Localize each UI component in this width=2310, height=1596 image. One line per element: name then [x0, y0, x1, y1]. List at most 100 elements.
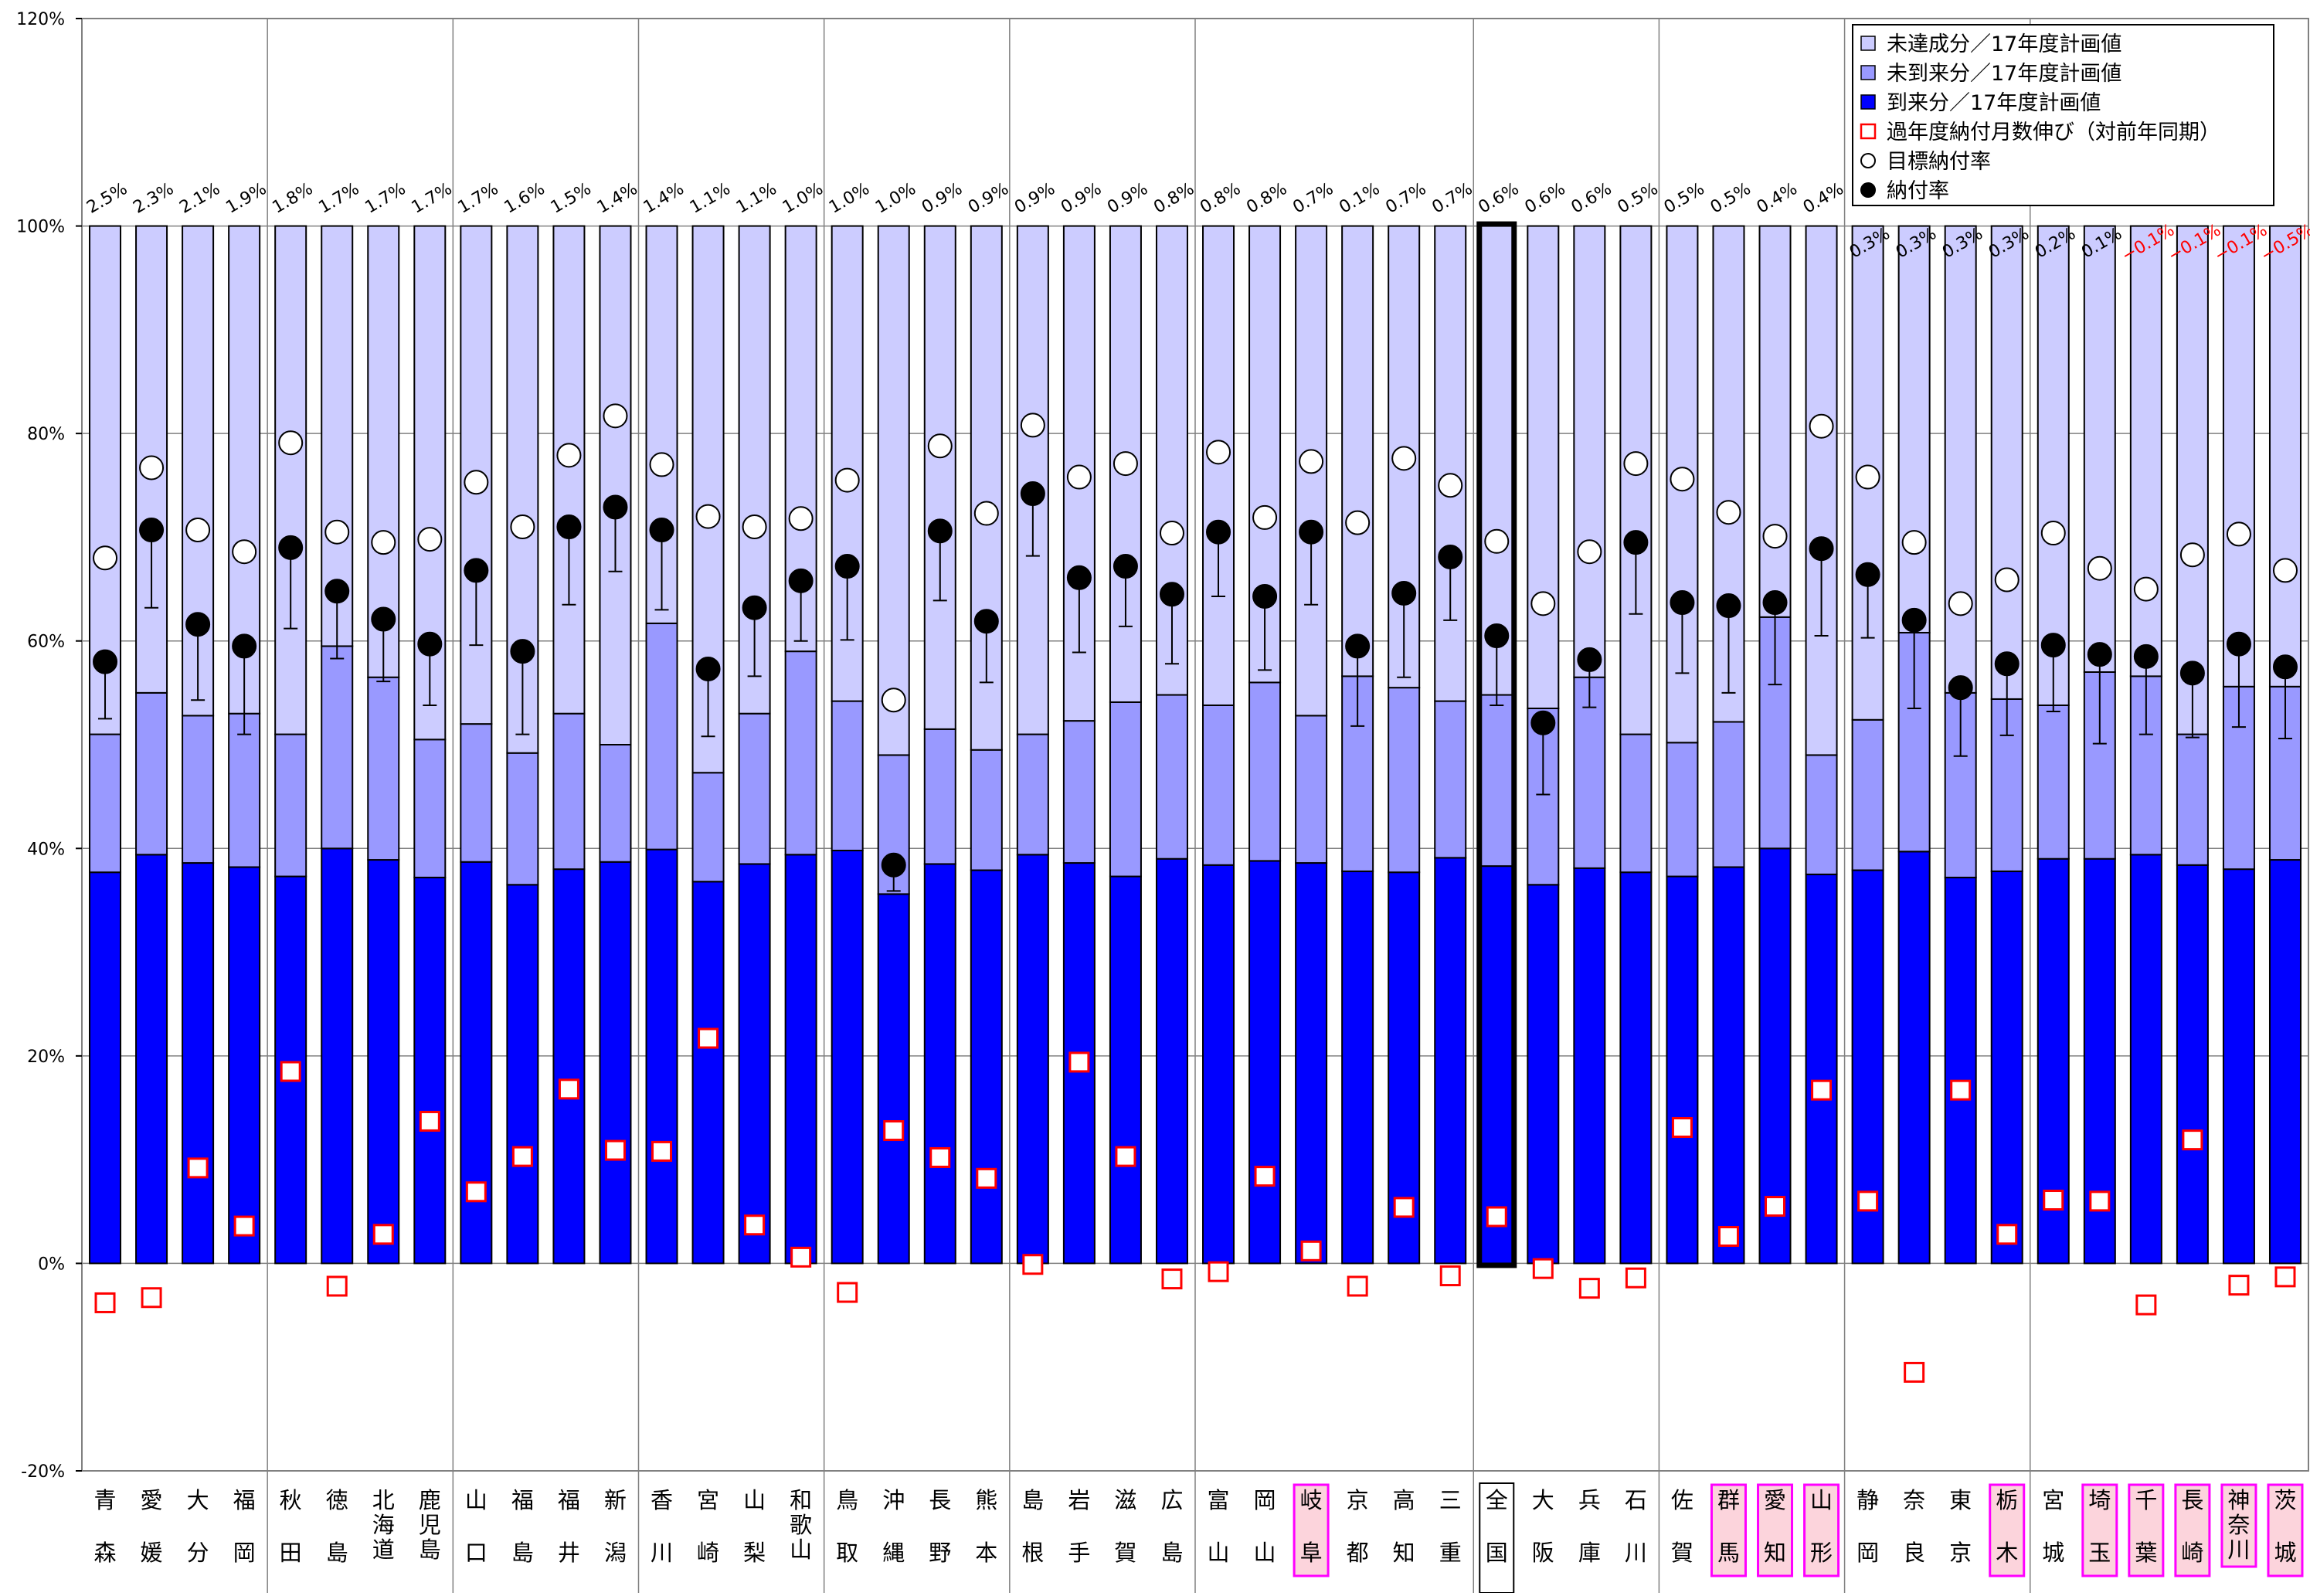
target-rate-point	[1762, 524, 1788, 549]
bar-not-yet-due	[1619, 733, 1653, 874]
past-year-growth-point	[790, 1246, 812, 1268]
target-rate-point	[1948, 591, 1973, 616]
category-label: 山	[1208, 1540, 1230, 1566]
target-rate-point	[556, 443, 582, 468]
target-rate-point	[2226, 521, 2251, 547]
bar-not-yet-due	[506, 752, 539, 886]
bar-not-achieved	[2176, 225, 2209, 735]
payment-rate-point	[2040, 633, 2066, 658]
category-label: 島	[1160, 1540, 1183, 1566]
target-rate-point	[1809, 413, 1834, 439]
bar-not-yet-due	[1434, 700, 1467, 859]
target-rate-point	[788, 506, 814, 531]
category-label: 秋	[280, 1487, 302, 1513]
category-label: 城	[2042, 1540, 2064, 1566]
bar-arrived	[1619, 871, 1653, 1265]
payment-rate-point	[1438, 544, 1463, 569]
payment-rate-point	[834, 554, 860, 579]
target-rate-point	[927, 433, 953, 459]
category-label: 山	[743, 1487, 766, 1513]
bar-not-achieved	[2129, 225, 2162, 677]
bar-arrived	[831, 849, 864, 1265]
y-tick-label: 80%	[27, 425, 65, 444]
bar-not-yet-due	[970, 749, 1003, 871]
past-year-growth-point	[1578, 1278, 1600, 1299]
category-label: 東	[1949, 1487, 1972, 1513]
category-label: 縄	[882, 1540, 905, 1566]
category-label: 島	[511, 1540, 534, 1566]
category-highlight	[2081, 1483, 2118, 1577]
legend-swatch	[1860, 36, 1876, 51]
bar-arrived	[228, 866, 261, 1265]
target-rate-point	[1716, 500, 1741, 525]
past-year-growth-point	[1811, 1079, 1833, 1101]
bar-arrived	[1527, 884, 1560, 1265]
category-label: 玉	[2088, 1540, 2111, 1566]
bar-not-achieved	[1758, 225, 1792, 618]
category-label: 岡	[1254, 1487, 1276, 1513]
target-rate-point	[973, 501, 999, 526]
payment-rate-point	[2179, 660, 2205, 686]
past-year-growth-point	[651, 1140, 673, 1162]
category-label: 取	[836, 1540, 858, 1566]
category-label: 滋	[1114, 1487, 1136, 1513]
bar-not-yet-due	[1480, 694, 1513, 868]
past-year-growth-point	[698, 1027, 719, 1049]
category-label: 重	[1439, 1540, 1462, 1566]
category-label: 愛	[141, 1487, 163, 1513]
bar-not-yet-due	[645, 622, 678, 851]
target-rate-point	[1484, 528, 1510, 554]
target-rate-point	[1623, 451, 1649, 477]
target-rate-point	[1066, 464, 1092, 490]
category-label: 青	[94, 1487, 117, 1513]
category-label: 田	[280, 1540, 302, 1566]
bar-not-yet-due	[1666, 742, 1699, 878]
category-highlight	[1803, 1483, 1840, 1577]
bar-arrived	[552, 868, 586, 1265]
legend-label: 到来分／17年度計画値	[1887, 91, 2101, 115]
payment-rate-point	[232, 633, 257, 659]
legend-swatch	[1860, 182, 1876, 198]
category-label: 川	[2227, 1537, 2250, 1563]
category-label: 奈	[2227, 1512, 2250, 1538]
bar-not-yet-due	[413, 739, 447, 878]
category-label: 奈	[1903, 1487, 1925, 1513]
past-year-growth-point	[1996, 1224, 2018, 1245]
category-label: 徳	[326, 1487, 348, 1513]
payment-rate-point	[1809, 536, 1834, 562]
payment-rate-point	[1066, 565, 1092, 590]
bar-not-yet-due	[1248, 681, 1282, 862]
past-year-growth-point	[1208, 1261, 1229, 1282]
category-label: 島	[419, 1537, 441, 1563]
category-label: 岩	[1068, 1487, 1090, 1513]
category-label: 京	[1949, 1540, 1972, 1566]
category-label: 島	[1021, 1487, 1044, 1513]
target-rate-point	[1530, 591, 1556, 616]
target-rate-point	[278, 430, 304, 456]
category-highlight	[2174, 1483, 2211, 1577]
past-year-growth-point	[187, 1157, 209, 1179]
bar-not-yet-due	[1712, 721, 1745, 868]
category-label: 馬	[1717, 1540, 1740, 1566]
payment-rate-point	[788, 568, 814, 593]
payment-rate-point	[1299, 519, 1324, 545]
payment-rate-point	[2226, 631, 2251, 657]
bar-not-achieved	[552, 225, 586, 715]
past-year-growth-point	[1115, 1146, 1136, 1167]
bar-arrived	[970, 869, 1003, 1265]
bar-not-yet-due	[1062, 720, 1096, 864]
bar-not-achieved	[274, 225, 307, 735]
past-year-growth-point	[883, 1120, 905, 1142]
category-label: 京	[1347, 1487, 1369, 1513]
past-year-growth-point	[744, 1214, 766, 1236]
bar-arrived	[1944, 876, 1977, 1265]
payment-rate-point	[510, 639, 535, 664]
target-rate-point	[2179, 542, 2205, 568]
y-tick-label: -20%	[21, 1462, 65, 1482]
category-label: 口	[465, 1540, 487, 1566]
category-label: 井	[558, 1540, 580, 1566]
past-year-growth-point	[233, 1215, 255, 1237]
category-label: 川	[651, 1540, 673, 1566]
target-rate-point	[1113, 451, 1138, 477]
category-label: 都	[1347, 1540, 1369, 1566]
